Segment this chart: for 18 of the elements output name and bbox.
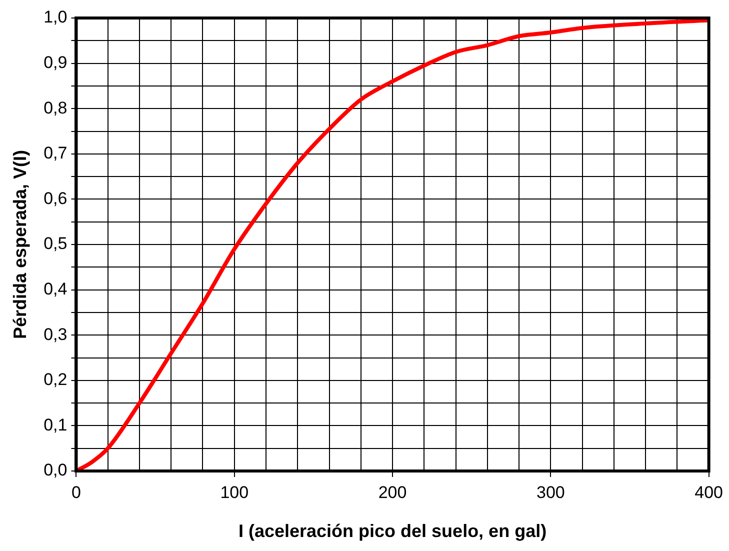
y-tick-label: 0,0 bbox=[44, 460, 68, 480]
y-tick-label: 0,3 bbox=[44, 324, 68, 344]
x-axis-title: I (aceleración pico del suelo, en gal) bbox=[238, 521, 547, 542]
x-tick-label: 400 bbox=[694, 482, 724, 502]
y-tick-label: 0,2 bbox=[44, 370, 68, 390]
x-tick-label: 100 bbox=[220, 482, 249, 502]
y-tick-label: 0,5 bbox=[44, 234, 68, 254]
y-tick-label: 1,0 bbox=[44, 8, 68, 27]
x-tick-label: 0 bbox=[72, 482, 81, 502]
y-tick-label: 0,1 bbox=[44, 415, 68, 434]
x-tick-label: 300 bbox=[536, 482, 565, 502]
x-tick-label: 200 bbox=[378, 482, 407, 502]
y-tick-label: 0,8 bbox=[44, 98, 68, 118]
y-tick-label: 0,7 bbox=[44, 144, 68, 163]
y-tick-label: 0,4 bbox=[44, 279, 68, 298]
y-axis-title: Pérdida esperada, V(I) bbox=[10, 150, 30, 340]
y-tick-label: 0,9 bbox=[44, 52, 68, 72]
y-tick-label: 0,6 bbox=[44, 188, 68, 208]
